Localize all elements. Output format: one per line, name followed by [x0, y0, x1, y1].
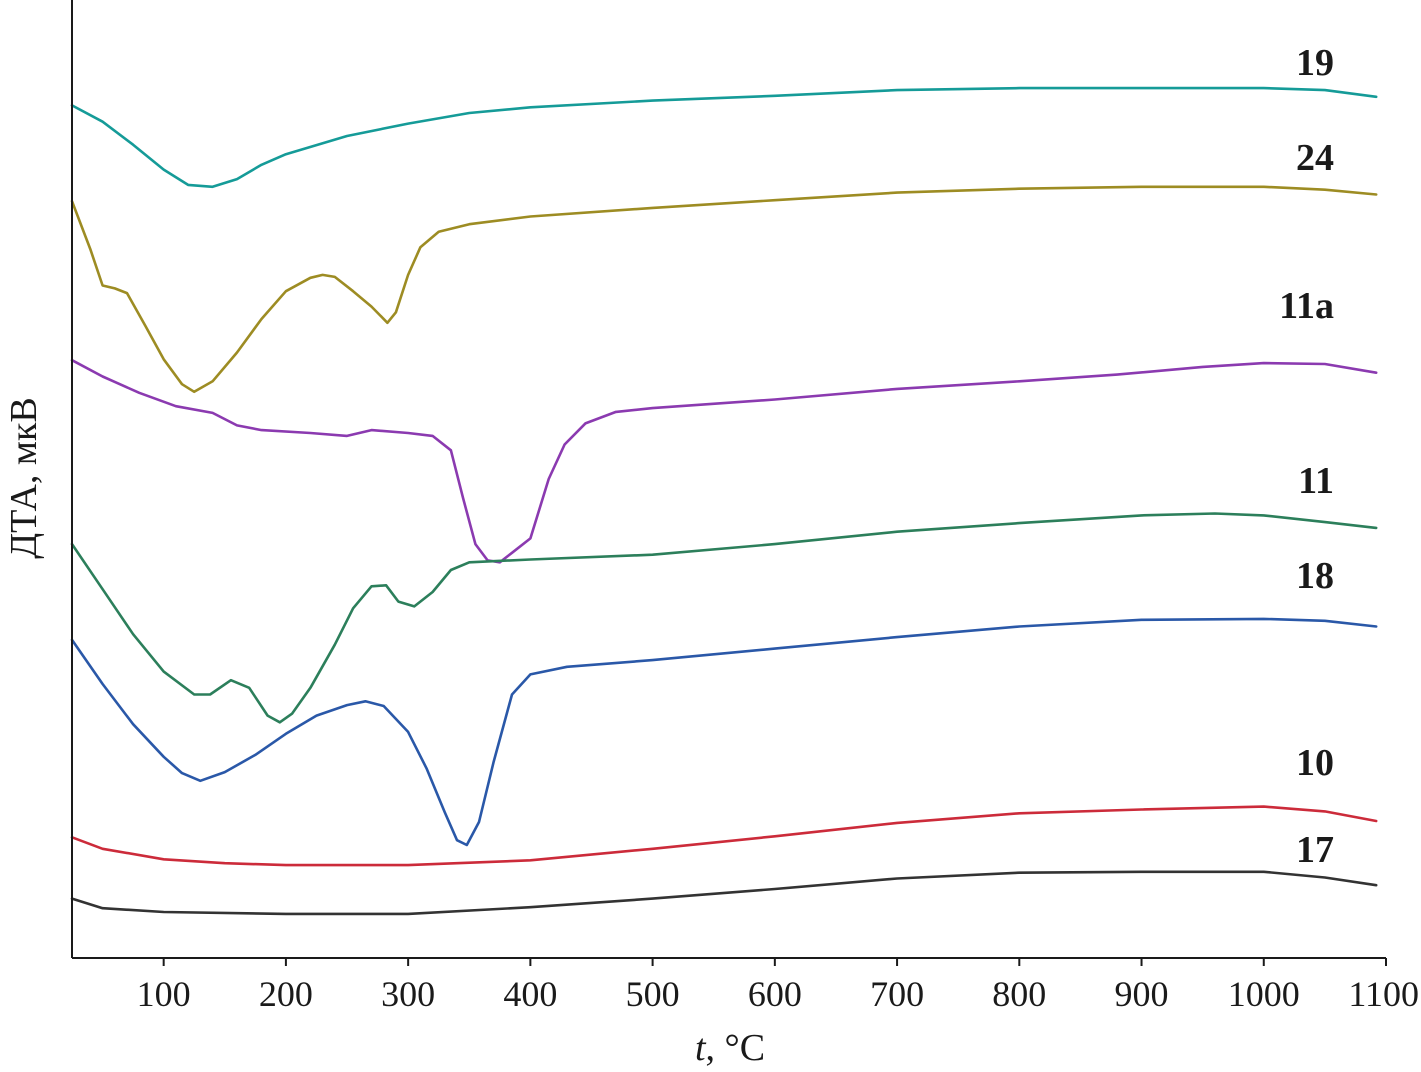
series-label-17: 17 [1296, 829, 1334, 871]
series-line-18 [70, 617, 1378, 847]
x-tick-label-800: 800 [992, 974, 1046, 1014]
x-tick-label-300: 300 [381, 974, 435, 1014]
x-tick-label-1000: 1000 [1228, 974, 1300, 1014]
x-axis-title: t, °C [695, 1027, 765, 1069]
series-label-11a: 11a [1279, 285, 1334, 327]
series-line-11 [70, 512, 1378, 724]
series-label-19: 19 [1296, 42, 1334, 84]
series-label-10: 10 [1296, 742, 1334, 784]
x-tick-label-600: 600 [748, 974, 802, 1014]
x-tick-label-500: 500 [626, 974, 680, 1014]
x-tick-label-200: 200 [259, 974, 313, 1014]
series-line-11a [70, 358, 1378, 564]
series-line-24 [70, 185, 1378, 394]
x-tick-label-900: 900 [1115, 974, 1169, 1014]
series-label-24: 24 [1296, 137, 1334, 179]
series-line-19 [70, 86, 1378, 189]
x-tick-label-400: 400 [503, 974, 557, 1014]
series-label-18: 18 [1296, 555, 1334, 597]
series-labels-layer: 19 24 11a 11 18 10 17 [1279, 42, 1334, 871]
series-line-10 [70, 805, 1378, 867]
x-tick-label-700: 700 [870, 974, 924, 1014]
series-label-11: 11 [1298, 460, 1334, 502]
curves-layer [70, 86, 1378, 916]
axes-layer [71, 0, 1386, 959]
series-line-17 [70, 870, 1378, 916]
x-ticks-layer: 100 200 300 400 500 600 700 800 900 1000 1100 [137, 958, 1419, 1014]
x-tick-label-100: 100 [137, 974, 191, 1014]
x-tick-label-1100: 1100 [1348, 974, 1419, 1014]
y-axis-title: ДТА, мкВ [3, 397, 45, 559]
